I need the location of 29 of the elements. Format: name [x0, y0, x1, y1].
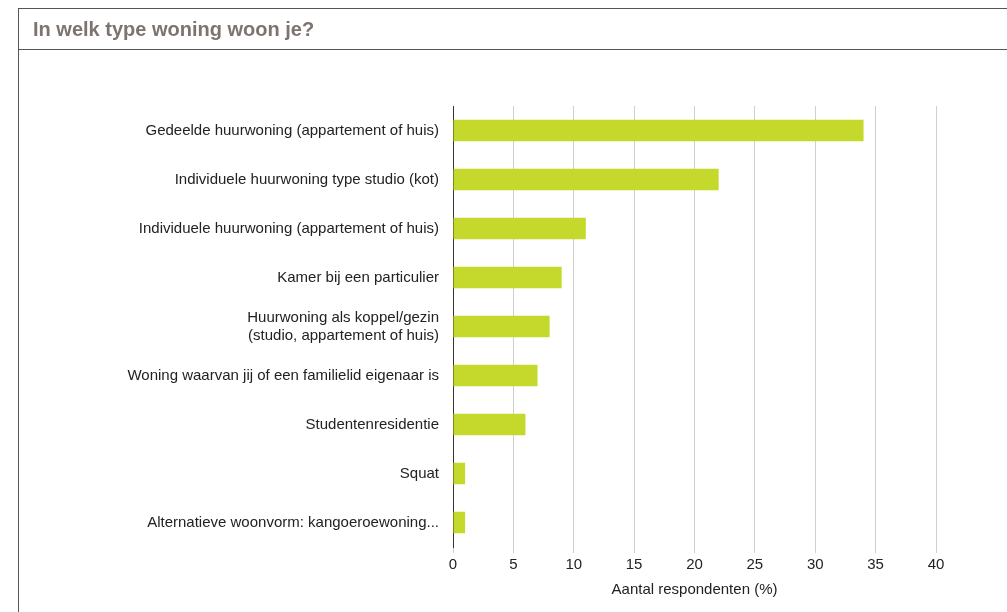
y-tick-label: Kamer bij een particulier — [277, 267, 439, 285]
x-tick-label: 15 — [625, 555, 643, 573]
x-tick-label: 10 — [565, 555, 583, 573]
bar — [453, 462, 466, 485]
y-tick-label: Woning waarvan jij of een familielid eigenaar is — [127, 365, 439, 383]
x-tick-label: 40 — [927, 555, 945, 573]
y-tick-label: Studentenresidentie — [305, 414, 439, 432]
bar — [453, 315, 550, 338]
y-tick-label: Individuele huurwoning (appartement of huis) — [138, 218, 439, 236]
bar — [453, 119, 864, 142]
x-tick-label: 30 — [806, 555, 824, 573]
x-tick-label: 5 — [509, 555, 518, 573]
x-tick-label: 35 — [867, 555, 884, 573]
y-tick-label: Huurwoning als koppel/gezin (studio, appartement of huis) — [247, 307, 439, 343]
y-tick-label: Gedeelde huurwoning (appartement of huis) — [145, 120, 439, 138]
y-tick-label: Squat — [399, 463, 440, 481]
bar — [453, 364, 538, 387]
bar — [453, 413, 526, 436]
x-tick-label: 0 — [448, 555, 458, 573]
x-tick-label: 25 — [746, 555, 764, 573]
text: In welk type woning woon je? — [19, 9, 1007, 50]
bar — [453, 511, 466, 534]
bar — [453, 217, 586, 240]
x-tick-label: 20 — [686, 555, 703, 573]
bar — [453, 168, 719, 191]
bar — [453, 266, 562, 289]
y-tick-label: Individuele huurwoning type studio (kot) — [174, 169, 439, 187]
x-axis-title: Aantal respondenten (%) — [611, 580, 778, 598]
y-tick-label: Alternatieve woonvorm: kangoeroewoning... — [147, 512, 439, 530]
